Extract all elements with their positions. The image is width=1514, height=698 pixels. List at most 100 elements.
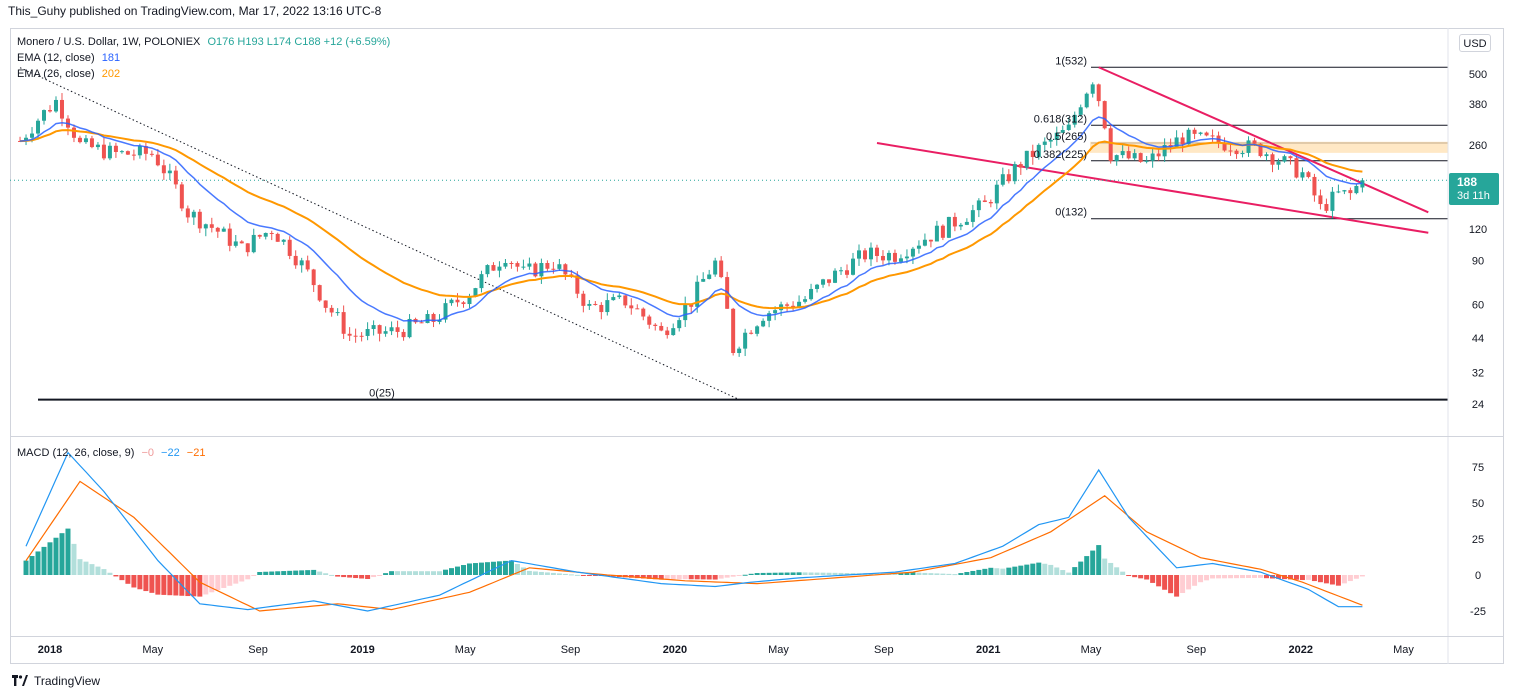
candle: [719, 256, 724, 279]
macd-histogram-bar: [1138, 575, 1144, 579]
candle: [1276, 158, 1281, 170]
candle-body: [1000, 174, 1005, 185]
candle: [952, 212, 957, 232]
candle-body: [77, 137, 82, 143]
candle-body: [30, 133, 35, 138]
candle: [1174, 130, 1179, 147]
price-tick-label: 60: [1472, 299, 1484, 311]
candle: [335, 308, 340, 316]
fibonacci-labels: 1(532) 0.618(312) 0.5(265) 0.382(225) 0(132)…: [369, 55, 1087, 399]
macd-histogram-bar: [460, 565, 466, 575]
candle-body: [587, 303, 592, 306]
macd-tick-label: 50: [1472, 498, 1484, 510]
macd-histogram-bar: [443, 569, 449, 575]
candle: [59, 93, 64, 127]
candle: [713, 257, 718, 277]
candle-body: [1036, 144, 1041, 158]
candle: [281, 239, 286, 245]
candle-body: [113, 145, 118, 152]
time-tick-label: May: [1081, 644, 1102, 656]
candle-body: [149, 153, 154, 155]
macd-histogram-bar: [646, 575, 652, 579]
candle-body: [197, 211, 202, 229]
ema12-value: 181: [101, 52, 121, 64]
candle-body: [563, 264, 568, 275]
macd-legend[interactable]: MACD (12, 26, close, 9) −0 −22 −21: [17, 446, 205, 461]
candle: [173, 165, 178, 189]
candle: [533, 261, 538, 278]
time-tick-label: 2019: [350, 644, 374, 656]
candle: [155, 149, 160, 167]
candle-body: [827, 279, 832, 283]
ema-lines: [19, 116, 1363, 322]
candle: [1120, 144, 1125, 159]
candle-body: [1264, 154, 1269, 157]
trendline: [876, 142, 1429, 234]
candle-body: [533, 263, 538, 277]
candle-body: [467, 296, 472, 305]
macd-histogram-bar: [1156, 575, 1162, 587]
macd-histogram-bar: [161, 575, 167, 595]
macd-histogram-bar: [562, 573, 568, 575]
currency-button[interactable]: USD: [1459, 34, 1491, 52]
candle-body: [857, 250, 862, 259]
symbol-legend[interactable]: Monero / U.S. Dollar, 1W, POLONIEX O176 …: [17, 35, 390, 50]
candle: [1222, 137, 1227, 152]
macd-histogram-bar: [1090, 550, 1096, 575]
footer-brand[interactable]: TradingView: [12, 674, 100, 688]
macd-histogram-bar: [1174, 575, 1180, 597]
candle-body: [557, 264, 562, 269]
candle-body: [719, 260, 724, 278]
candle: [1156, 148, 1161, 161]
candle: [1150, 148, 1155, 168]
time-tick-label: Sep: [874, 644, 894, 656]
candle-body: [623, 295, 628, 306]
macd-histogram-bar: [251, 575, 257, 576]
candle-body: [185, 208, 190, 218]
time-tick-label: May: [455, 644, 476, 656]
candle-body: [611, 297, 616, 301]
macd-histogram-bar: [454, 566, 460, 575]
macd-histogram-bar: [131, 575, 137, 588]
candle-body: [809, 288, 814, 300]
candle-body: [335, 312, 340, 314]
candle: [1192, 127, 1197, 140]
ema12-legend[interactable]: EMA (12, close) 181: [17, 51, 120, 66]
candle: [395, 320, 400, 338]
candle: [203, 223, 208, 237]
macd-histogram-bar: [329, 574, 335, 576]
price-tick-label: 380: [1469, 99, 1487, 111]
macd-tick-label: 75: [1472, 462, 1484, 474]
macd-histogram-bar: [526, 570, 532, 575]
candle-body: [527, 263, 532, 267]
candle-body: [491, 265, 496, 271]
candle-body: [701, 278, 706, 282]
macd-histogram-bar: [1287, 575, 1293, 580]
ema26-legend[interactable]: EMA (26, close) 202: [17, 67, 120, 82]
candle-body: [485, 265, 490, 275]
macd-histogram-bar: [802, 572, 808, 575]
candle-body: [868, 247, 873, 260]
candle: [341, 305, 346, 339]
macd-histogram-bar: [520, 567, 526, 575]
candle: [767, 310, 772, 328]
candle: [1336, 184, 1341, 194]
candle: [874, 244, 879, 263]
candle-body: [383, 331, 388, 334]
macd-histogram-bar: [53, 537, 59, 575]
fib-level-label: 0.382(225): [1034, 149, 1087, 161]
candle: [497, 261, 502, 278]
macd-histogram-bar: [437, 571, 443, 575]
macd-histogram-bar: [1126, 575, 1132, 577]
candle-body: [269, 232, 274, 234]
candle: [299, 257, 304, 273]
candle: [107, 142, 112, 161]
candle-body: [958, 224, 963, 227]
candle: [1348, 187, 1353, 200]
macd-histogram-bar: [1114, 567, 1120, 575]
candle-body: [341, 312, 346, 334]
candle: [982, 195, 987, 203]
candle: [1318, 189, 1323, 210]
candle-body: [509, 262, 514, 264]
